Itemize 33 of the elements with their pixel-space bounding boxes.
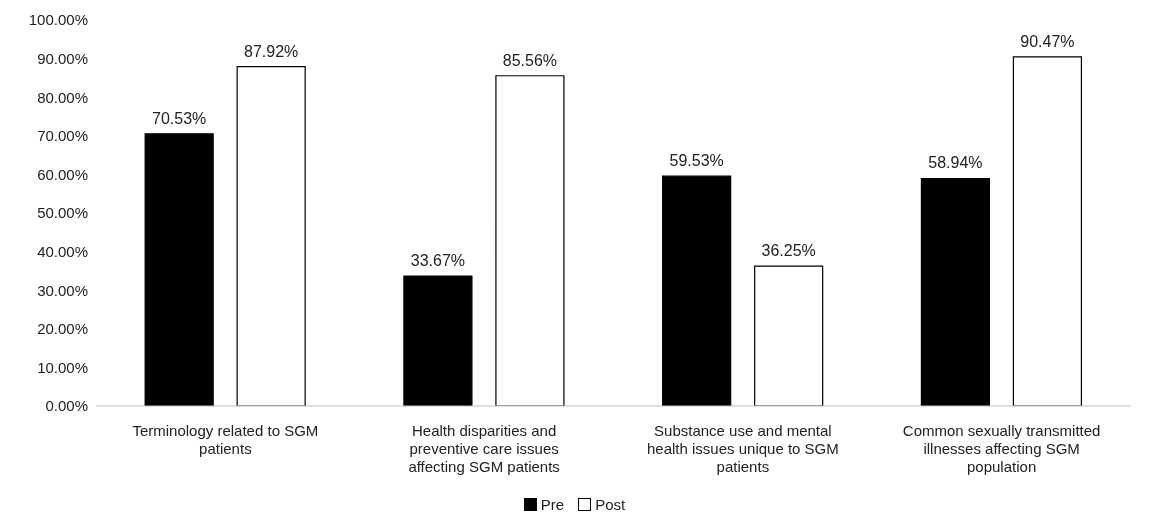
data-label: 85.56% [502,51,558,69]
y-tick-label: 100.00% [28,11,88,29]
legend-label: Post [594,496,626,513]
y-tick-label: 50.00% [37,204,88,222]
y-tick-label: 30.00% [37,281,88,299]
bar [662,175,732,406]
bar [236,66,306,406]
bar [144,133,214,406]
y-tick-label: 60.00% [37,165,88,183]
x-tick-label: Health disparities and preventive care issues affecting SGM patients [408,421,560,475]
data-label: 70.53% [152,109,207,127]
data-label: 58.94% [928,154,983,172]
y-tick-label: 70.00% [37,127,88,145]
y-tick-label: 0.00% [45,397,88,415]
data-label: 87.92% [244,42,299,60]
y-tick-label: 80.00% [37,88,88,106]
y-tick-label: 10.00% [37,358,88,376]
legend-label: Pre [539,496,565,513]
data-label: 59.53% [669,152,724,170]
y-tick-label: 90.00% [37,49,88,67]
bar [403,275,473,406]
x-tick-label: Terminology related to SGM patients [132,421,319,457]
y-tick-label: 40.00% [37,242,88,260]
data-label: 90.47% [1020,32,1075,50]
bar [920,177,991,406]
data-label: 36.25% [761,242,816,260]
x-tick-label: Substance use and mental health issues unique to SGM patients [646,421,839,475]
y-tick-label: 20.00% [37,320,88,338]
bar [754,265,824,406]
x-tick-label: Common sexually transmitted illnesses affecting SGM population [902,421,1101,475]
bar [1012,56,1083,406]
data-label: 33.67% [410,252,466,270]
bar [495,75,565,406]
